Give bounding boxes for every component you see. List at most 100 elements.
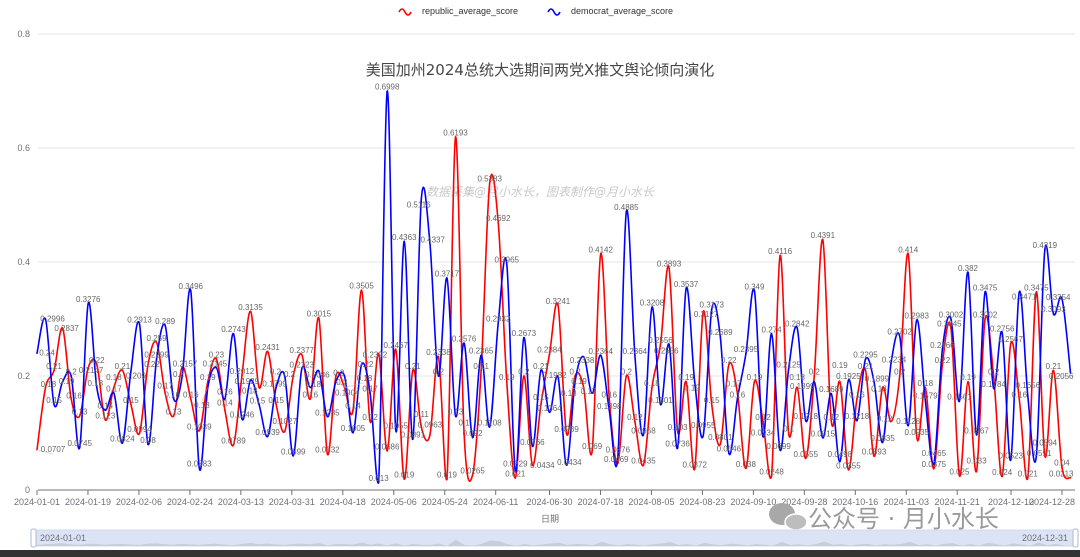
data-label: 0.12 — [755, 413, 771, 422]
data-point — [557, 376, 559, 378]
data-point — [967, 271, 969, 274]
data-label: 0.1246 — [230, 410, 255, 419]
data-point — [591, 449, 593, 452]
legend-label: republic_average_score — [422, 6, 518, 16]
data-point — [693, 467, 696, 470]
x-tick-label: 2024-07-18 — [577, 497, 623, 507]
data-label: 0.1579 — [913, 391, 938, 400]
data-label: 0.0935 — [905, 428, 930, 437]
data-label: 0.2431 — [255, 343, 280, 352]
data-point — [898, 375, 901, 377]
data-label: 0.19 — [571, 377, 587, 386]
data-label: 0.0591 — [1027, 449, 1052, 458]
data-point — [907, 253, 910, 255]
data-point — [249, 379, 252, 381]
data-label: 0.4885 — [614, 203, 639, 212]
data-point — [87, 366, 90, 369]
data-label: 0.18 — [41, 380, 57, 389]
data-point — [728, 452, 730, 454]
data-label: 0.1027 — [272, 417, 297, 426]
data-point — [352, 409, 354, 412]
data-label: 0.0963 — [418, 421, 443, 430]
data-point — [1061, 298, 1063, 300]
data-label: 0.2377 — [290, 346, 315, 355]
data-point — [44, 318, 47, 321]
data-point — [659, 403, 662, 406]
data-point — [753, 290, 756, 292]
data-point — [702, 434, 705, 437]
data-label: 0.4142 — [588, 245, 613, 254]
data-point — [728, 363, 730, 366]
data-point — [762, 435, 764, 438]
datazoom-left-handle[interactable] — [30, 528, 37, 548]
data-point — [890, 420, 892, 423]
data-label: 0.021 — [505, 470, 526, 479]
data-label: 0.13 — [166, 407, 182, 416]
legend[interactable]: republic_average_score democrat_average_… — [398, 6, 673, 16]
data-point — [36, 352, 38, 355]
y-tick-label: 0.2 — [17, 371, 30, 381]
data-label: 0.0967 — [964, 426, 989, 435]
datazoom-right-handle[interactable] — [1072, 528, 1079, 548]
data-point — [830, 420, 833, 423]
x-tick-label: 2024-01-01 — [14, 497, 60, 507]
data-label: 0.16 — [1011, 390, 1027, 399]
data-point — [1018, 398, 1021, 400]
data-point — [232, 332, 235, 335]
data-label: 0.2689 — [708, 328, 733, 337]
data-point — [531, 464, 534, 467]
data-point — [710, 403, 713, 406]
data-point — [335, 375, 337, 377]
data-label: 0.013 — [369, 474, 390, 483]
data-point — [668, 343, 670, 346]
data-label: 0.0576 — [606, 446, 631, 455]
data-point — [113, 392, 115, 394]
data-point — [130, 370, 132, 372]
data-point — [796, 386, 798, 389]
legend-item-republic[interactable]: republic_average_score — [398, 6, 518, 16]
x-tick-label: 2024-01-19 — [65, 497, 111, 507]
data-point — [924, 399, 927, 401]
datazoom-slider[interactable]: 2024-01-01 2024-12-31 — [30, 528, 1079, 548]
x-tick-label: 2024-12-10 — [988, 497, 1034, 507]
data-point — [702, 310, 705, 313]
data-label: 0.0498 — [828, 450, 853, 459]
data-label: 0.2384 — [537, 346, 562, 355]
data-label: 0.2 — [333, 369, 345, 378]
data-point — [454, 415, 457, 417]
legend-item-democrat[interactable]: democrat_average_score — [547, 6, 673, 16]
x-tick-label: 2024-08-05 — [628, 497, 674, 507]
data-point — [591, 392, 593, 394]
data-point — [608, 409, 611, 412]
data-point — [275, 403, 277, 406]
data-point — [61, 327, 64, 330]
data-point — [232, 444, 235, 446]
data-label: 0.3354 — [1046, 293, 1071, 302]
data-label: 0.3173 — [700, 301, 725, 310]
data-label: 0.2842 — [785, 320, 810, 329]
data-label: 0.038 — [736, 460, 757, 469]
data-label: 0.019 — [394, 471, 415, 480]
data-label: 0.18 — [194, 401, 210, 410]
data-point — [1069, 477, 1072, 479]
data-point — [275, 386, 277, 389]
data-point — [933, 462, 935, 465]
data-label: 0.2056 — [1049, 372, 1074, 381]
data-label: 0.3496 — [179, 282, 204, 291]
data-label: 0.12 — [627, 413, 643, 422]
data-label: 0.19 — [832, 361, 848, 370]
data-point — [770, 333, 773, 335]
y-tick-label: 0.4 — [17, 257, 30, 267]
data-point — [181, 375, 184, 377]
data-point — [104, 409, 107, 412]
data-point — [266, 435, 269, 438]
data-label: 0.2 — [284, 370, 296, 379]
data-label: 0.19 — [678, 373, 694, 382]
data-point — [1061, 466, 1063, 469]
data-label: 0.2556 — [654, 346, 679, 355]
data-label: 0.033 — [967, 457, 988, 466]
x-tick-label: 2024-11-21 — [935, 497, 980, 507]
data-point — [975, 434, 978, 436]
data-label: 0.2299 — [144, 350, 169, 359]
legend-line-icon — [547, 8, 561, 16]
